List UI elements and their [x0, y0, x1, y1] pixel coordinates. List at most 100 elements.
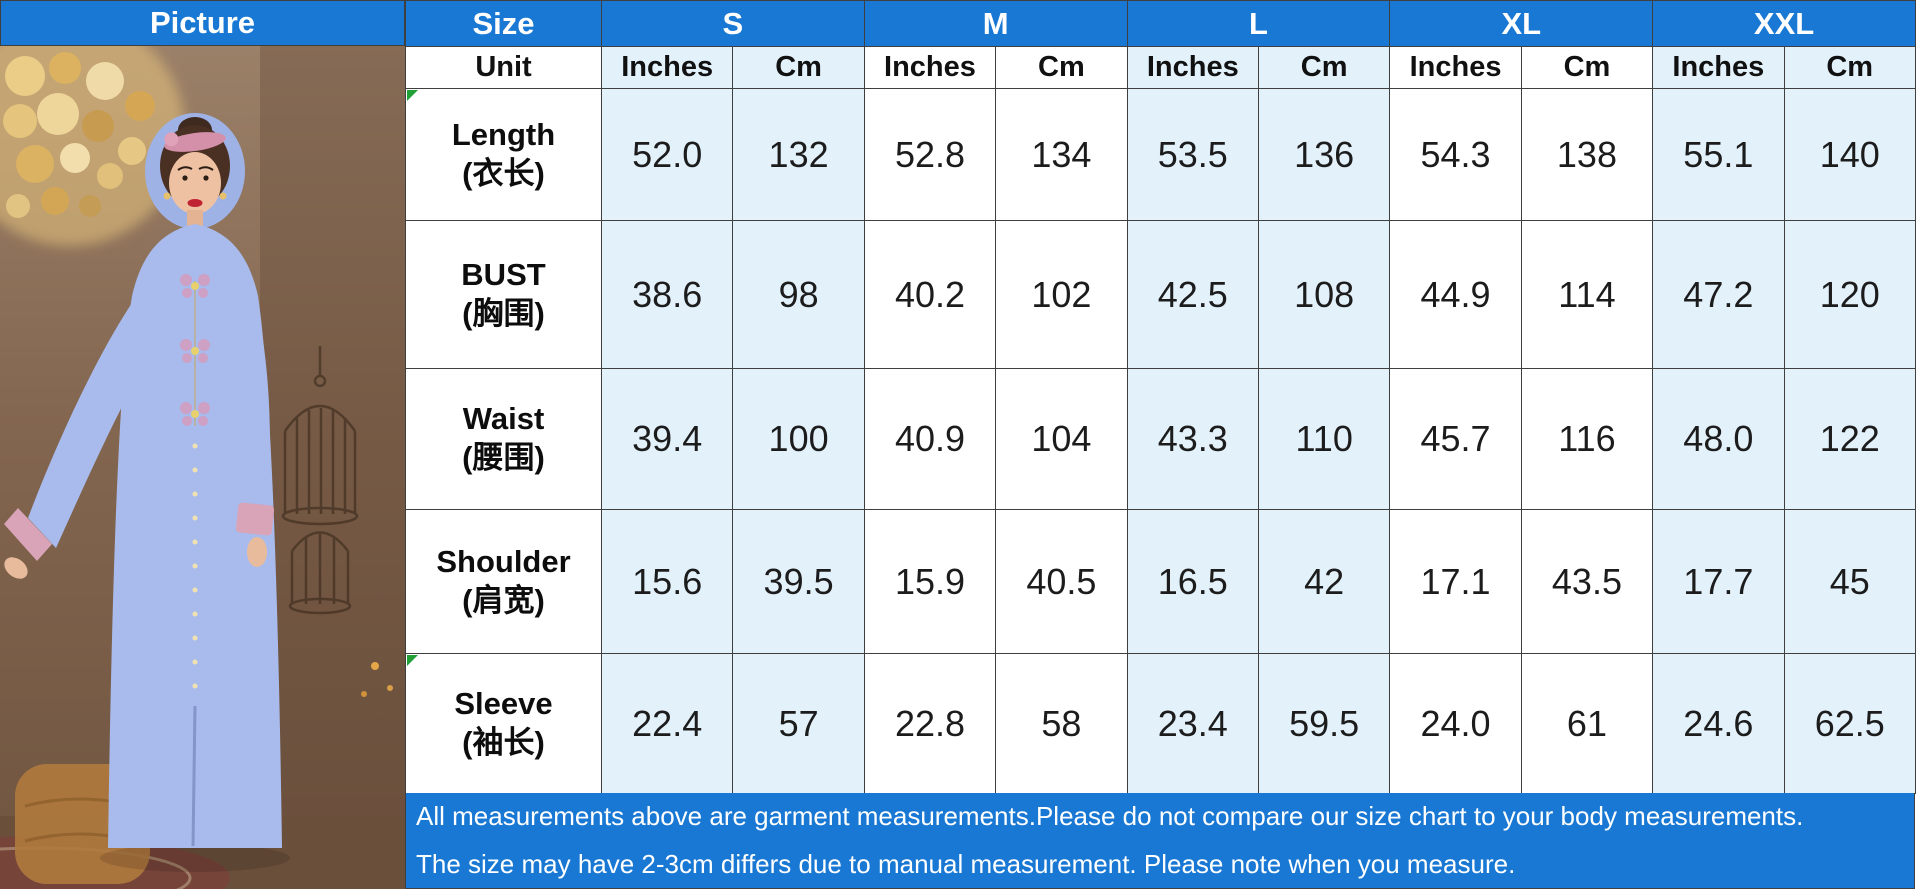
pink-headband [164, 132, 226, 152]
measurement-cell: 54.3 [1389, 88, 1522, 221]
row-label-length: Length (衣长) [405, 88, 602, 221]
footer-note-1: All measurements above are garment measu… [416, 801, 1804, 832]
row-label-zh: (胸围) [462, 295, 545, 331]
measurement-cell: 47.2 [1652, 220, 1785, 369]
model-figure [4, 113, 290, 872]
table-row-sleeve: Sleeve (袖长) 22.4 57 22.8 58 23.4 59.5 24… [405, 653, 1916, 794]
measurement-cell: 62.5 [1783, 653, 1916, 794]
measurement-cell: 98 [732, 220, 865, 369]
measurement-cell: 110 [1257, 368, 1391, 510]
measurement-cell: 48.0 [1652, 368, 1785, 510]
birdcage-silhouette [281, 346, 359, 615]
row-label-en: Shoulder [436, 543, 571, 579]
size-corner-header: Size [405, 0, 602, 47]
measurement-cell: 120 [1783, 220, 1916, 369]
measurement-cell: 15.9 [863, 509, 997, 654]
footer-notes: All measurements above are garment measu… [405, 793, 1915, 889]
measurement-cell: 132 [732, 88, 865, 221]
row-label-en: Length [451, 116, 556, 152]
footer-note-2: The size may have 2-3cm differs due to m… [416, 848, 1516, 879]
measurement-cell: 134 [995, 88, 1128, 221]
row-label-shoulder: Shoulder (肩宽) [405, 509, 602, 654]
measurement-cell: 24.0 [1389, 653, 1522, 794]
pink-cuff-left [4, 508, 52, 561]
unit-header-cm: Cm [1783, 46, 1916, 89]
unit-header-inches: Inches [863, 46, 997, 89]
measurement-cell: 40.9 [863, 368, 997, 510]
unit-header-inches: Inches [1652, 46, 1785, 89]
measurement-cell: 15.6 [600, 509, 734, 654]
unit-header-inches: Inches [600, 46, 734, 89]
size-table: Size S M L XL XXL Unit Inches Cm Inches … [405, 0, 1916, 794]
size-header-xl: XL [1389, 0, 1654, 47]
unit-header-cm: Cm [1257, 46, 1391, 89]
measurement-cell: 42 [1257, 509, 1391, 654]
table-row-waist: Waist (腰围) 39.4 100 40.9 104 43.3 110 45… [405, 368, 1916, 510]
size-header-m: M [863, 0, 1128, 47]
row-label-en: BUST [461, 256, 546, 292]
excel-flag-triangle [407, 655, 418, 666]
row-label-zh: (衣长) [462, 155, 545, 191]
pink-cuff-right [235, 502, 275, 536]
excel-flag-triangle [407, 90, 418, 101]
size-header-l: L [1126, 0, 1391, 47]
measurement-cell: 116 [1520, 368, 1654, 510]
row-label-bust: BUST (胸围) [405, 220, 602, 369]
measurement-cell: 55.1 [1652, 88, 1785, 221]
measurement-cell: 108 [1257, 220, 1391, 369]
unit-corner-header: Unit [405, 46, 602, 89]
measurement-cell: 17.7 [1652, 509, 1785, 654]
measurement-cell: 53.5 [1126, 88, 1259, 221]
unit-header-cm: Cm [1520, 46, 1654, 89]
measurement-cell: 44.9 [1389, 220, 1522, 369]
gold-sequins-decor [0, 16, 185, 246]
table-row-bust: BUST (胸围) 38.6 98 40.2 102 42.5 108 44.9… [405, 220, 1916, 369]
measurement-cell: 23.4 [1126, 653, 1259, 794]
measurement-cell: 38.6 [600, 220, 734, 369]
measurement-cell: 39.5 [732, 509, 865, 654]
measurement-cell: 138 [1520, 88, 1654, 221]
picture-column-header: Picture [0, 0, 405, 46]
table-row-shoulder: Shoulder (肩宽) 15.6 39.5 15.9 40.5 16.5 4… [405, 509, 1916, 654]
unit-header-inches: Inches [1126, 46, 1259, 89]
unit-header-inches: Inches [1389, 46, 1522, 89]
size-header-row: Size S M L XL XXL [405, 0, 1916, 47]
product-photo [0, 16, 405, 893]
row-label-zh: (肩宽) [462, 582, 545, 618]
measurement-cell: 22.8 [863, 653, 997, 794]
measurement-cell: 52.0 [600, 88, 734, 221]
measurement-cell: 16.5 [1126, 509, 1259, 654]
table-row-length: Length (衣长) 52.0 132 52.8 134 53.5 136 5… [405, 88, 1916, 221]
measurement-cell: 22.4 [600, 653, 734, 794]
measurement-cell: 122 [1783, 368, 1916, 510]
row-label-en: Sleeve [454, 685, 553, 721]
measurement-cell: 40.2 [863, 220, 997, 369]
measurement-cell: 114 [1520, 220, 1654, 369]
measurement-cell: 45 [1783, 509, 1916, 654]
measurement-cell: 102 [995, 220, 1128, 369]
measurement-cell: 39.4 [600, 368, 734, 510]
measurement-cell: 140 [1783, 88, 1916, 221]
measurement-cell: 104 [995, 368, 1128, 510]
measurement-cell: 57 [732, 653, 865, 794]
measurement-cell: 61 [1520, 653, 1654, 794]
measurement-cell: 42.5 [1126, 220, 1259, 369]
measurement-cell: 52.8 [863, 88, 997, 221]
measurement-cell: 45.7 [1389, 368, 1522, 510]
row-label-en: Waist [462, 401, 545, 437]
measurement-cell: 17.1 [1389, 509, 1522, 654]
row-label-waist: Waist (腰围) [405, 368, 602, 510]
red-lips [187, 199, 203, 207]
row-label-zh: (腰围) [462, 440, 545, 475]
row-label-sleeve: Sleeve (袖长) [405, 653, 602, 794]
measurement-cell: 43.5 [1520, 509, 1654, 654]
unit-header-cm: Cm [995, 46, 1128, 89]
measurement-cell: 59.5 [1257, 653, 1391, 794]
size-header-s: S [601, 0, 865, 47]
measurement-cell: 40.5 [995, 509, 1128, 654]
row-label-zh: (袖长) [462, 724, 545, 760]
measurement-cell: 24.6 [1652, 653, 1785, 794]
measurement-cell: 100 [732, 368, 865, 510]
candle-lights [361, 662, 393, 697]
